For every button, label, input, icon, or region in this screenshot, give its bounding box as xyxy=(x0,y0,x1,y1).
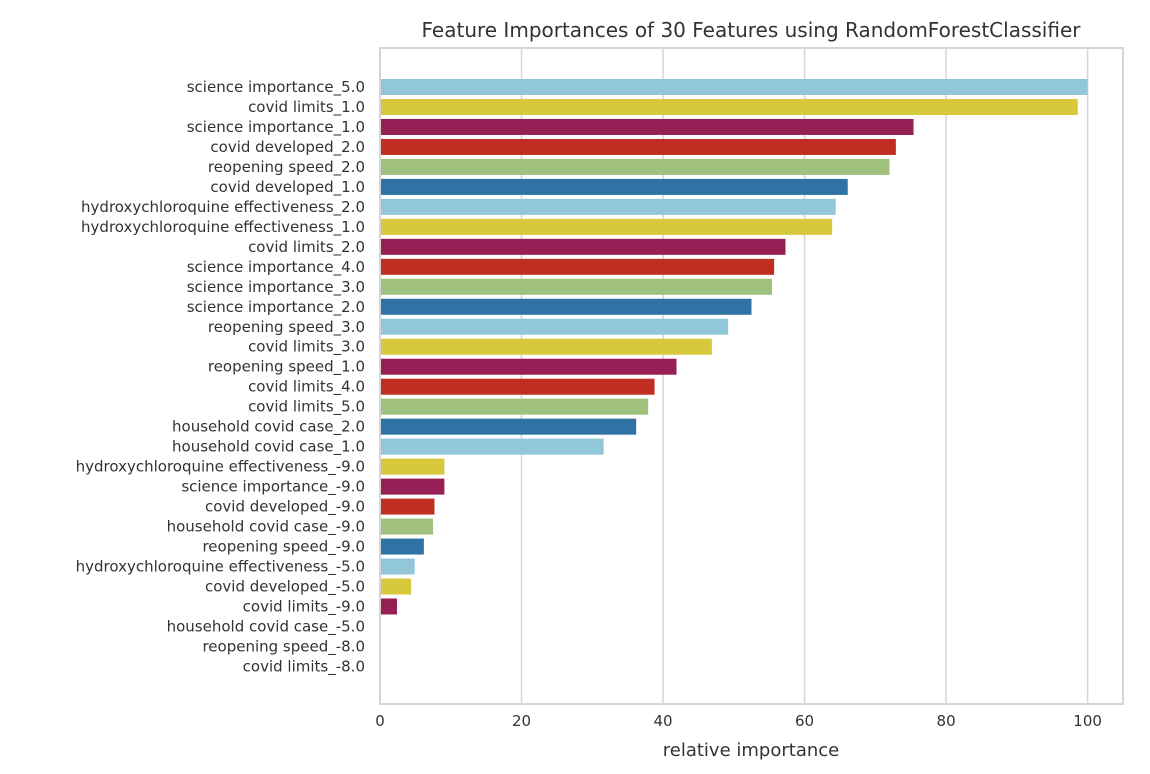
bar xyxy=(380,298,752,315)
y-tick-label: covid limits_3.0 xyxy=(248,338,365,357)
bar xyxy=(380,198,836,215)
x-tick-labels: 0 20 40 60 80 100 xyxy=(375,712,1102,730)
bar xyxy=(380,338,712,355)
bar xyxy=(380,318,729,335)
bar xyxy=(380,598,397,615)
y-tick-label: science importance_4.0 xyxy=(187,258,365,277)
bars-layer xyxy=(380,79,1088,615)
y-tick-label: covid limits_-9.0 xyxy=(243,597,365,616)
y-tick-label: science importance_2.0 xyxy=(187,298,365,317)
bar xyxy=(380,398,649,415)
y-tick-label: science importance_-9.0 xyxy=(181,478,365,497)
bar xyxy=(380,418,637,435)
y-tick-label: reopening speed_3.0 xyxy=(208,318,365,337)
y-tick-label: science importance_3.0 xyxy=(187,278,365,297)
y-tick-label: hydroxychloroquine effectiveness_1.0 xyxy=(81,218,365,237)
x-tick-label: 0 xyxy=(375,712,385,730)
y-tick-label: covid developed_2.0 xyxy=(210,138,365,157)
bar xyxy=(380,498,435,515)
y-tick-label: reopening speed_-8.0 xyxy=(202,637,365,656)
x-tick-label: 100 xyxy=(1073,712,1102,730)
x-tick-label: 80 xyxy=(937,712,956,730)
bar xyxy=(380,118,914,135)
y-tick-label: hydroxychloroquine effectiveness_-5.0 xyxy=(76,558,365,577)
bar xyxy=(380,79,1088,95)
y-tick-label: household covid case_-5.0 xyxy=(167,617,365,636)
y-tick-label: covid limits_-8.0 xyxy=(243,657,365,676)
x-tick-label: 60 xyxy=(795,712,814,730)
y-tick-label: covid developed_-5.0 xyxy=(205,578,365,597)
bar xyxy=(380,178,848,195)
bar xyxy=(380,458,445,475)
bar xyxy=(380,578,412,595)
x-axis-label: relative importance xyxy=(663,740,839,761)
y-tick-label: household covid case_-9.0 xyxy=(167,518,365,537)
y-tick-label: reopening speed_-9.0 xyxy=(202,538,365,557)
bar xyxy=(380,238,786,255)
y-tick-label: science importance_1.0 xyxy=(187,118,365,137)
bar xyxy=(380,558,415,575)
y-tick-label: reopening speed_2.0 xyxy=(208,158,365,177)
y-tick-label: household covid case_2.0 xyxy=(172,418,365,437)
bar xyxy=(380,438,604,455)
y-tick-label: reopening speed_1.0 xyxy=(208,358,365,377)
y-tick-label: covid limits_5.0 xyxy=(248,398,365,417)
bar xyxy=(380,158,890,175)
bar xyxy=(380,518,434,535)
bar xyxy=(380,258,775,275)
y-tick-label: covid developed_1.0 xyxy=(210,178,365,197)
bar xyxy=(380,278,773,295)
x-tick-label: 20 xyxy=(512,712,531,730)
bar xyxy=(380,138,896,155)
y-tick-label: hydroxychloroquine effectiveness_-9.0 xyxy=(76,458,365,477)
y-tick-label: hydroxychloroquine effectiveness_2.0 xyxy=(81,198,365,217)
x-tick-label: 40 xyxy=(654,712,673,730)
y-tick-label: covid developed_-9.0 xyxy=(205,498,365,517)
y-tick-label: covid limits_1.0 xyxy=(248,98,365,117)
grid-layer xyxy=(520,48,1089,704)
y-tick-label: covid limits_2.0 xyxy=(248,238,365,257)
y-tick-label: covid limits_4.0 xyxy=(248,378,365,397)
bar xyxy=(380,378,655,395)
bar xyxy=(380,358,677,375)
bar xyxy=(380,538,424,555)
bar xyxy=(380,218,833,235)
chart-title: Feature Importances of 30 Features using… xyxy=(422,18,1082,42)
y-tick-label: science importance_5.0 xyxy=(187,78,365,97)
plot-frame xyxy=(379,47,1124,705)
y-tick-label: household covid case_1.0 xyxy=(172,438,365,457)
bar xyxy=(380,98,1078,115)
bar xyxy=(380,478,445,495)
